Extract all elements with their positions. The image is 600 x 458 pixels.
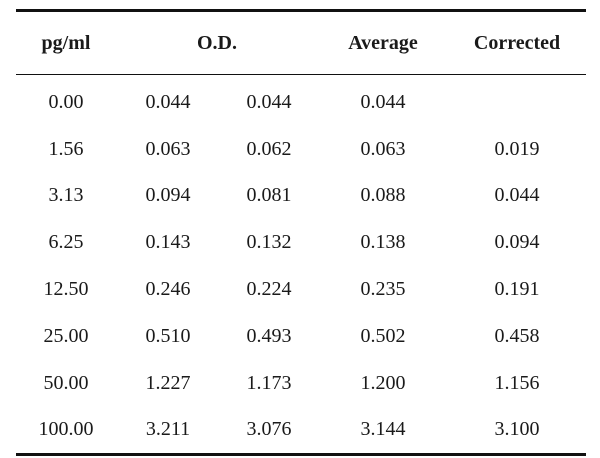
cell-corrected: 3.100 <box>494 418 540 441</box>
cell-corrected: 0.044 <box>494 184 540 207</box>
cell-average: 0.502 <box>360 324 406 347</box>
cell-concentration: 12.50 <box>43 278 89 301</box>
table-row: 25.00 0.510 0.493 0.502 0.458 <box>16 313 586 360</box>
table-row: 1.56 0.063 0.062 0.063 0.019 <box>16 126 586 173</box>
table-row: 50.00 1.227 1.173 1.200 1.156 <box>16 360 586 407</box>
cell-od-2: 0.493 <box>246 324 292 347</box>
header-od: O.D. <box>197 31 237 54</box>
cell-average: 0.044 <box>360 90 406 113</box>
table-row: 3.13 0.094 0.081 0.088 0.044 <box>16 173 586 220</box>
cell-average: 3.144 <box>360 418 406 441</box>
cell-concentration: 1.56 <box>48 137 84 160</box>
cell-concentration: 0.00 <box>48 90 84 113</box>
cell-corrected: 0.458 <box>494 324 540 347</box>
table-row: 0.00 0.044 0.044 0.044 <box>16 74 586 126</box>
cell-corrected: 0.191 <box>494 278 540 301</box>
cell-od-1: 0.094 <box>145 184 191 207</box>
standard-curve-table-container: pg/ml O.D. Average Corrected 0.00 0.044 … <box>16 9 586 458</box>
cell-od-2: 0.062 <box>246 137 292 160</box>
cell-concentration: 25.00 <box>43 324 89 347</box>
cell-od-1: 0.510 <box>145 324 191 347</box>
cell-od-2: 3.076 <box>246 418 292 441</box>
header-row: pg/ml O.D. Average Corrected <box>16 10 586 75</box>
cell-average: 0.088 <box>360 184 406 207</box>
cell-average: 0.138 <box>360 231 406 254</box>
cell-od-2: 0.224 <box>246 278 292 301</box>
table-row: 6.25 0.143 0.132 0.138 0.094 <box>16 219 586 266</box>
table-bottom-rule <box>16 454 586 458</box>
cell-od-2: 1.173 <box>246 371 292 394</box>
cell-od-1: 3.211 <box>145 418 191 441</box>
bottom-rule-cell <box>16 455 586 457</box>
cell-average: 0.235 <box>360 278 406 301</box>
table-row: 100.00 3.211 3.076 3.144 3.100 <box>16 407 586 455</box>
header-concentration: pg/ml <box>41 31 91 54</box>
cell-concentration: 3.13 <box>48 184 84 207</box>
cell-od-1: 0.063 <box>145 137 191 160</box>
standard-curve-table: pg/ml O.D. Average Corrected 0.00 0.044 … <box>16 9 586 458</box>
cell-average: 0.063 <box>360 137 406 160</box>
cell-average: 1.200 <box>360 371 406 394</box>
cell-od-1: 0.246 <box>145 278 191 301</box>
cell-od-2: 0.044 <box>246 90 292 113</box>
cell-corrected <box>448 75 586 126</box>
cell-concentration: 100.00 <box>38 418 94 441</box>
cell-corrected: 1.156 <box>494 371 540 394</box>
cell-corrected: 0.094 <box>494 231 540 254</box>
cell-od-1: 0.143 <box>145 231 191 254</box>
header-corrected: Corrected <box>473 31 561 54</box>
cell-concentration: 50.00 <box>43 371 89 394</box>
cell-corrected: 0.019 <box>494 137 540 160</box>
header-average: Average <box>348 31 418 54</box>
cell-od-1: 1.227 <box>145 371 191 394</box>
cell-od-2: 0.081 <box>246 184 292 207</box>
table-row: 12.50 0.246 0.224 0.235 0.191 <box>16 266 586 313</box>
cell-concentration: 6.25 <box>48 231 84 254</box>
cell-od-2: 0.132 <box>246 231 292 254</box>
cell-od-1: 0.044 <box>145 90 191 113</box>
